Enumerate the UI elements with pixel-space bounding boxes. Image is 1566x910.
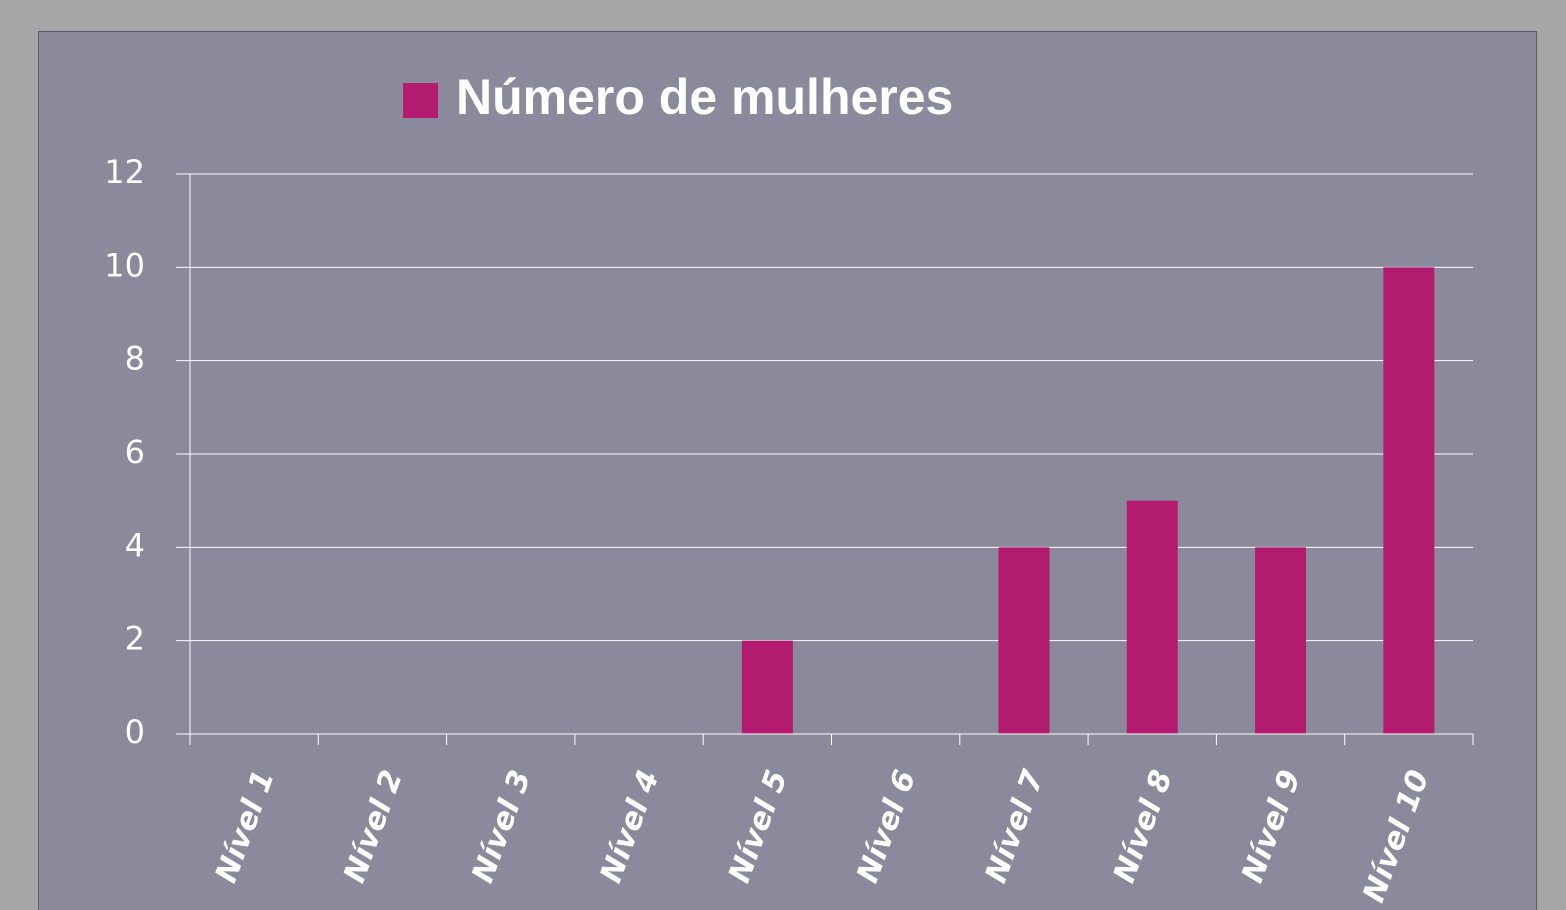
bar xyxy=(741,640,793,734)
bar xyxy=(1383,267,1435,734)
y-tick-label: 6 xyxy=(125,433,145,471)
bar xyxy=(1255,547,1307,734)
bar xyxy=(998,547,1050,734)
y-tick-label: 12 xyxy=(104,153,145,191)
legend-swatch xyxy=(403,83,438,118)
chart-panel xyxy=(38,31,1537,910)
y-tick-label: 8 xyxy=(125,340,145,378)
y-tick-label: 2 xyxy=(125,620,145,658)
y-tick-label: 0 xyxy=(125,713,145,751)
bar xyxy=(1126,500,1178,734)
legend-label: Número de mulheres xyxy=(456,69,953,125)
y-tick-label: 10 xyxy=(104,246,145,284)
y-tick-label: 4 xyxy=(125,526,145,564)
